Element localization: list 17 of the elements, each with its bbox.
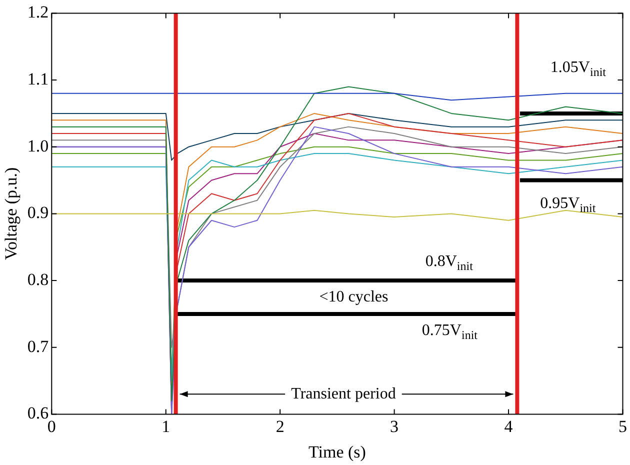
annotation: Transient period: [291, 385, 396, 402]
y-tick-label: 1.0: [27, 136, 49, 156]
y-tick-label: 1.2: [27, 2, 49, 22]
annotation: <10 cycles: [319, 288, 388, 306]
x-tick-label: 3: [390, 416, 399, 436]
x-tick-label: 0: [47, 416, 56, 436]
y-tick-label: 0.6: [27, 404, 49, 423]
x-tick-label: 1: [162, 416, 170, 436]
y-tick-label: 1.1: [27, 70, 49, 88]
x-tick-label: 2: [276, 416, 284, 436]
x-tick-label: 4: [504, 416, 514, 436]
y-tick-label: 0.9: [27, 203, 49, 222]
x-axis-title: Time (s): [308, 442, 366, 462]
y-tick-label: 0.7: [27, 336, 50, 356]
x-tick-label: 5: [618, 416, 627, 436]
y-tick-label: 0.8: [27, 270, 49, 289]
y-axis-title: Voltage (p.u.): [2, 167, 21, 260]
